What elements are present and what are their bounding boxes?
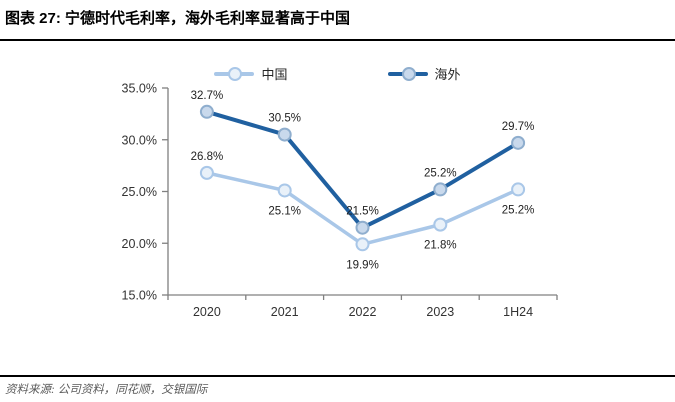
- legend-label-china: 中国: [261, 67, 288, 82]
- data-label: 29.7%: [502, 121, 535, 133]
- legend-line-icon: [387, 66, 428, 81]
- x-axis-label: 2022: [349, 305, 377, 319]
- data-label: 25.1%: [268, 205, 301, 217]
- legend-marker-icon: [228, 66, 243, 81]
- x-axis-label: 2021: [271, 305, 299, 319]
- data-label: 32.7%: [191, 90, 224, 102]
- y-axis-label: 20.0%: [122, 237, 157, 251]
- legend-marker-icon: [401, 66, 416, 81]
- data-label: 26.8%: [191, 151, 224, 163]
- legend-label-overseas: 海外: [434, 67, 461, 82]
- y-axis-label: 25.0%: [122, 185, 157, 199]
- data-point: [199, 165, 214, 180]
- data-label: 19.9%: [346, 259, 379, 271]
- data-label: 25.2%: [424, 167, 457, 179]
- data-point: [433, 182, 448, 197]
- x-axis-label: 2023: [426, 305, 454, 319]
- y-axis-label: 15.0%: [122, 289, 157, 303]
- data-point: [355, 220, 370, 235]
- data-label: 25.2%: [502, 204, 535, 216]
- data-label: 30.5%: [268, 113, 301, 125]
- title-divider: [0, 39, 675, 41]
- data-label: 21.5%: [346, 206, 379, 218]
- legend-item-overseas: 海外: [387, 64, 461, 83]
- legend-item-china: 中国: [214, 64, 288, 83]
- data-point: [199, 104, 214, 119]
- y-axis-label: 30.0%: [122, 133, 157, 147]
- x-axis-label: 1H24: [503, 305, 533, 319]
- data-point: [277, 127, 292, 142]
- data-point: [433, 217, 448, 232]
- data-point: [511, 135, 526, 150]
- data-point: [277, 183, 292, 198]
- footer-divider: [0, 375, 675, 377]
- figure-title: 图表 27: 宁德时代毛利率，海外毛利率显著高于中国: [5, 10, 351, 27]
- source-note: 资料来源: 公司资料，同花顺，交银国际: [5, 384, 208, 396]
- y-axis-label: 35.0%: [122, 82, 157, 96]
- data-point: [355, 237, 370, 252]
- chart-legend: 中国 海外: [0, 64, 675, 83]
- legend-line-icon: [214, 66, 255, 81]
- x-axis-label: 2020: [193, 305, 221, 319]
- data-point: [511, 182, 526, 197]
- data-label: 21.8%: [424, 240, 457, 252]
